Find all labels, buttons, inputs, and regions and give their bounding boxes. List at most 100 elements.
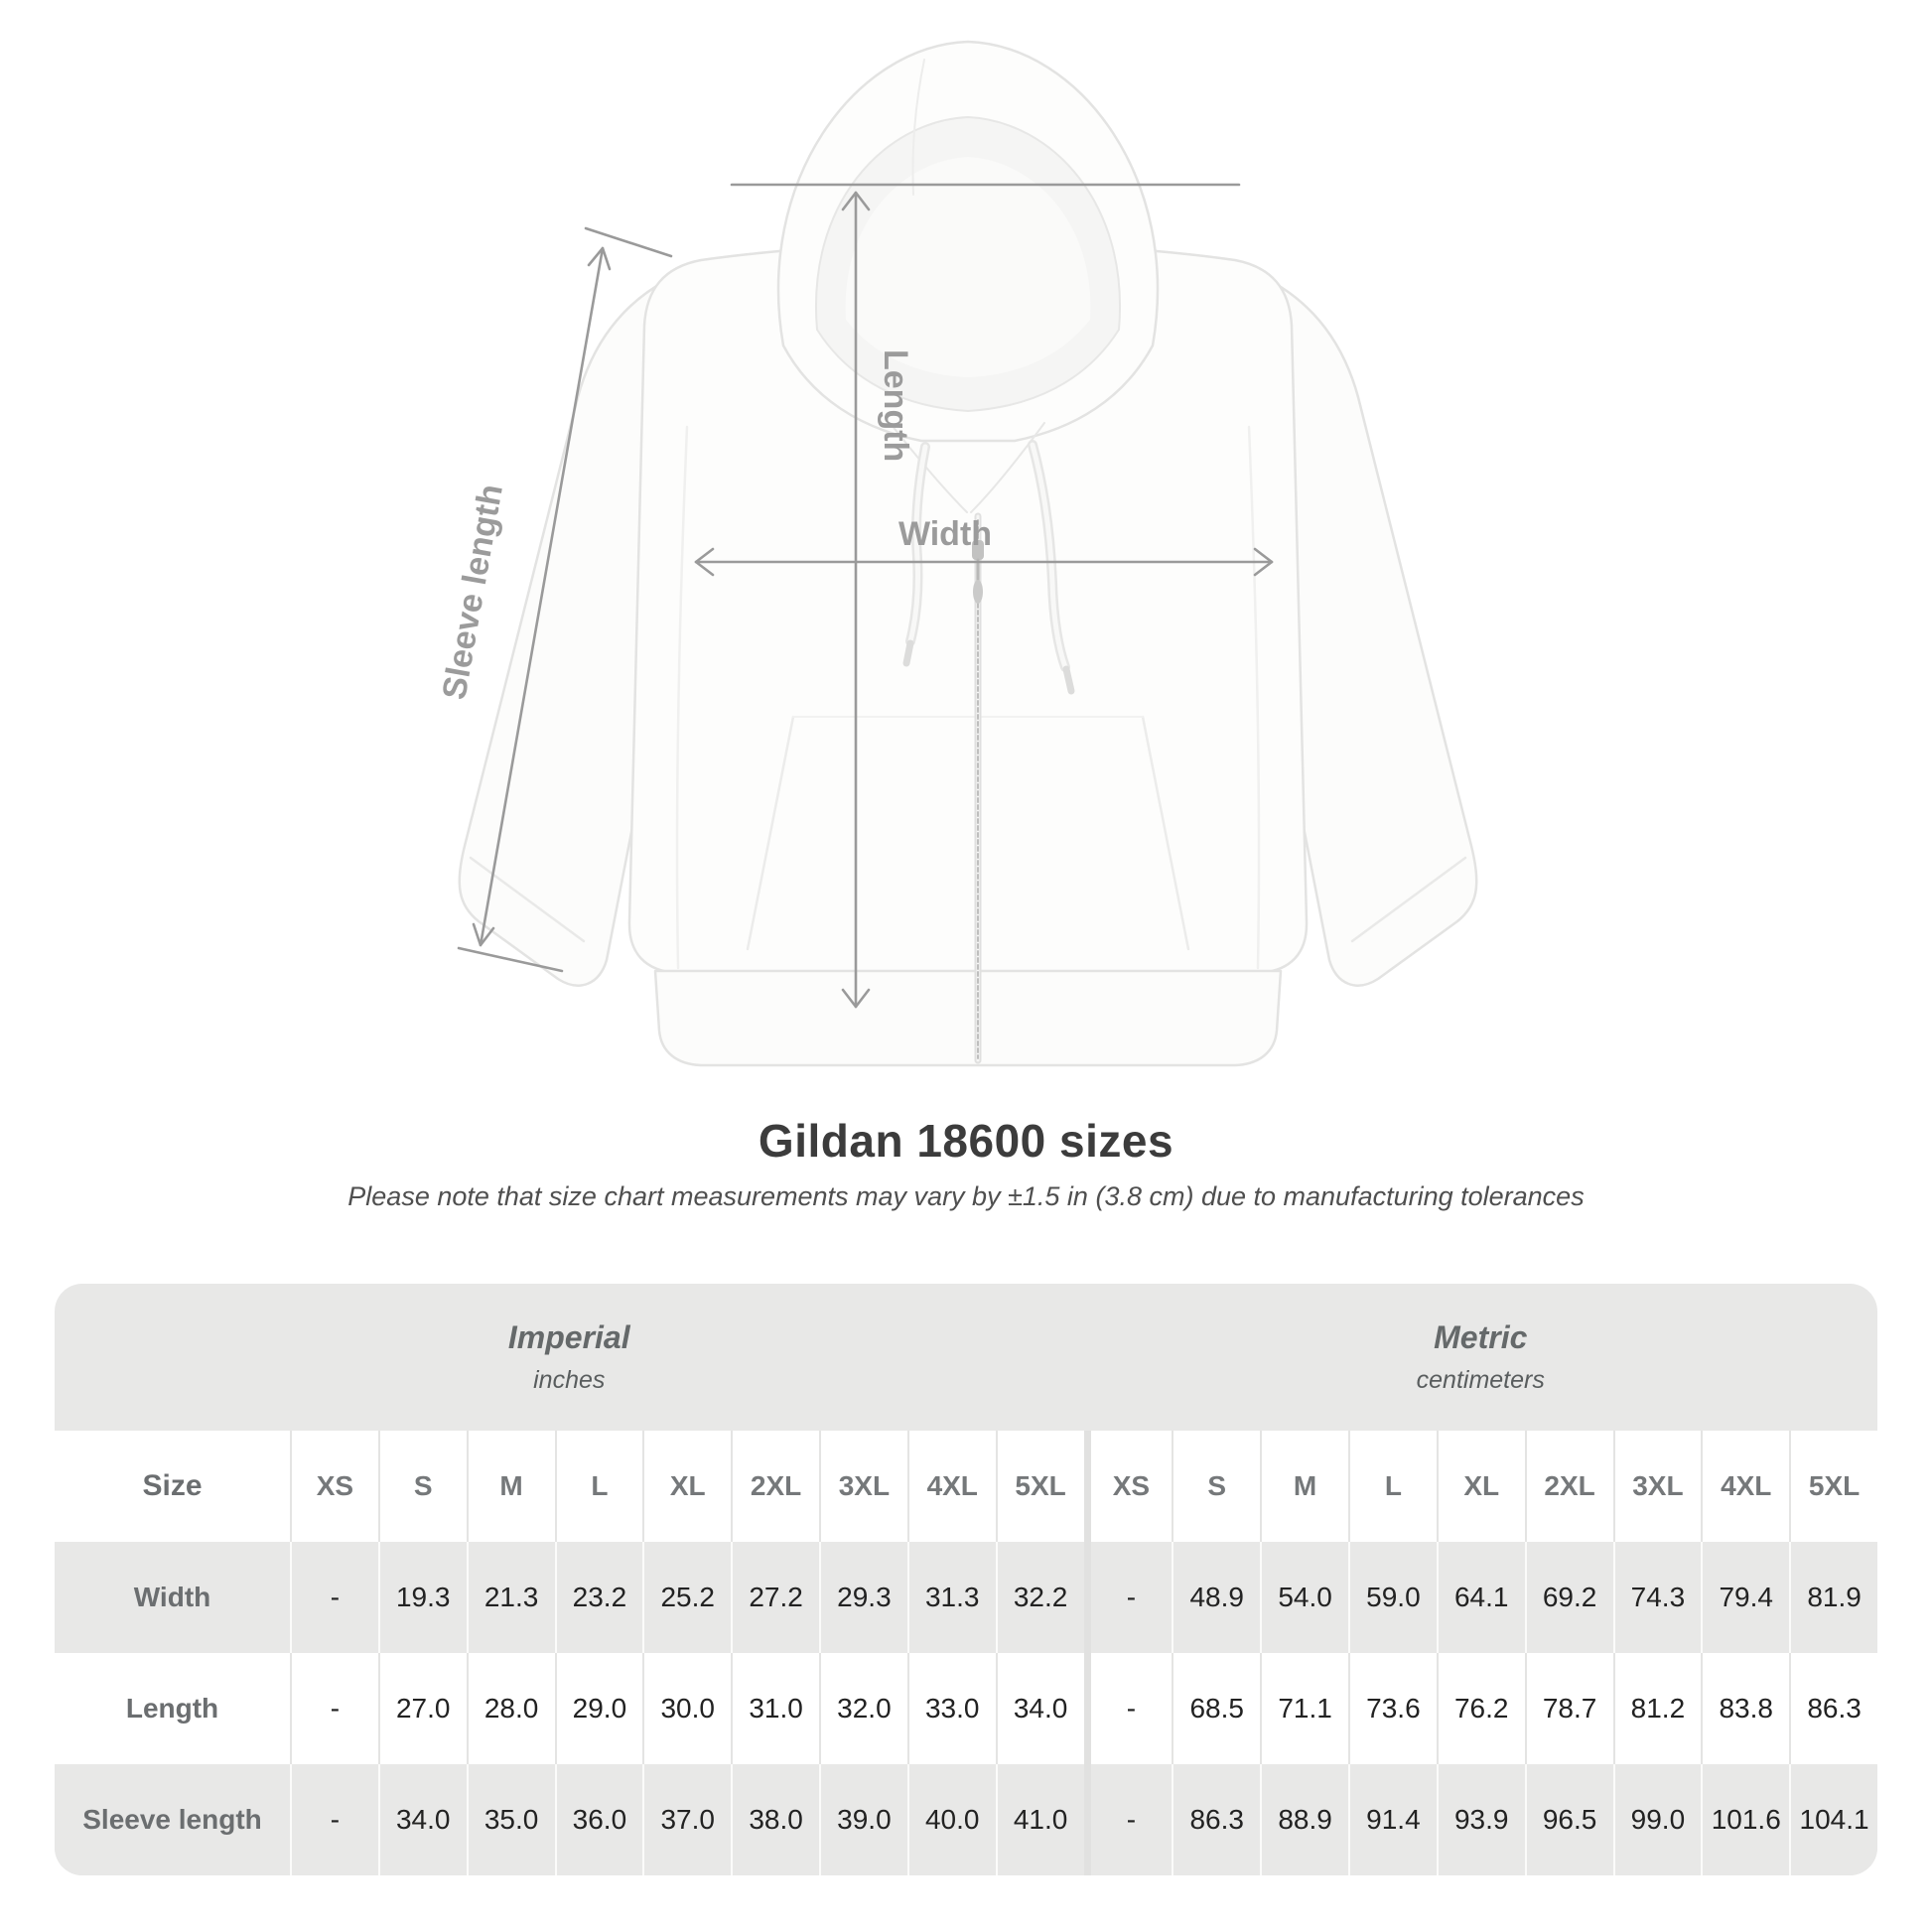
row-label-length: Length: [55, 1653, 290, 1764]
data-cell: 71.1: [1260, 1653, 1348, 1764]
data-cell: 19.3: [377, 1542, 467, 1653]
data-cell: 73.6: [1348, 1653, 1437, 1764]
size-header-cell: L: [554, 1431, 643, 1542]
size-header-cell: 3XL: [1612, 1431, 1702, 1542]
imperial-label: Imperial: [507, 1319, 630, 1355]
size-header-cell: S: [377, 1431, 467, 1542]
measurement-arrows: [457, 183, 1274, 1009]
data-cell: 93.9: [1436, 1764, 1525, 1875]
zipper-pull-tab: [973, 580, 983, 604]
data-cell: 29.3: [819, 1542, 907, 1653]
data-cell: 64.1: [1436, 1542, 1525, 1653]
data-cell: 81.2: [1612, 1653, 1702, 1764]
size-column-header: Size: [55, 1431, 290, 1542]
metric-unit-sublabel: centimeters: [1416, 1366, 1545, 1394]
page-title: Gildan 18600 sizes: [758, 1115, 1174, 1167]
size-header-cell: 4XL: [906, 1431, 996, 1542]
data-cell: 79.4: [1701, 1542, 1790, 1653]
imperial-unit-sublabel: inches: [533, 1366, 606, 1394]
width-arrow: [694, 547, 1274, 577]
data-cell: 68.5: [1172, 1653, 1261, 1764]
size-header-cell: 5XL: [1789, 1431, 1877, 1542]
right-cuff-seam: [1350, 856, 1467, 943]
length-label: Length: [877, 349, 914, 462]
imperial-unit-header: Imperial inches: [55, 1284, 1084, 1431]
drawstrings: [902, 440, 1075, 695]
collar-right-edge: [970, 422, 1045, 513]
left-aglet: [902, 639, 914, 667]
data-cell: 40.0: [906, 1764, 996, 1875]
size-header-cell: M: [466, 1431, 555, 1542]
data-cell: -: [290, 1542, 378, 1653]
left-pocket-seam: [746, 715, 795, 951]
hoodie-measurement-diagram: Length Width Sleeve length: [435, 40, 1478, 1067]
left-side-seam: [675, 425, 689, 970]
title-block: Gildan 18600 sizes Please note that size…: [0, 1114, 1932, 1212]
data-cell: 101.6: [1701, 1764, 1790, 1875]
data-cell: 69.2: [1524, 1542, 1613, 1653]
data-cell: 104.1: [1789, 1764, 1877, 1875]
data-cell: 34.0: [377, 1764, 467, 1875]
size-header-cell: 3XL: [819, 1431, 907, 1542]
data-cell: -: [1083, 1764, 1173, 1875]
row-label-sleeve-length: Sleeve length: [55, 1764, 290, 1875]
right-pocket-seam: [1141, 715, 1190, 951]
data-cell: -: [290, 1653, 378, 1764]
data-cell: 35.0: [466, 1764, 555, 1875]
size-header-cell: XL: [1436, 1431, 1525, 1542]
hoodie-illustration: [458, 40, 1478, 1067]
data-cell: 76.2: [1436, 1653, 1525, 1764]
data-cell: 32.0: [819, 1653, 907, 1764]
data-cell: 74.3: [1612, 1542, 1702, 1653]
data-cell: 34.0: [995, 1653, 1084, 1764]
size-tolerance-note: Please note that size chart measurements…: [347, 1181, 1585, 1211]
right-side-seam: [1247, 425, 1261, 970]
size-header-cell: 4XL: [1701, 1431, 1790, 1542]
data-cell: 41.0: [995, 1764, 1084, 1875]
data-cell: 83.8: [1701, 1653, 1790, 1764]
size-header-cell: XS: [1083, 1431, 1173, 1542]
data-cell: 28.0: [466, 1653, 555, 1764]
hoodie-hem-band: [653, 969, 1283, 1067]
left-cuff-seam: [469, 856, 586, 943]
data-cell: 27.2: [731, 1542, 819, 1653]
data-cell: 48.9: [1172, 1542, 1261, 1653]
data-cell: 99.0: [1612, 1764, 1702, 1875]
data-cell: 78.7: [1524, 1653, 1613, 1764]
data-cell: 96.5: [1524, 1764, 1613, 1875]
data-cell: 38.0: [731, 1764, 819, 1875]
size-header-cell: S: [1172, 1431, 1261, 1542]
hood-lining: [845, 157, 1091, 377]
data-cell: -: [1083, 1653, 1173, 1764]
hood-top-seam: [911, 59, 925, 196]
data-cell: -: [290, 1764, 378, 1875]
data-cell: 31.0: [731, 1653, 819, 1764]
size-header-cell: M: [1260, 1431, 1348, 1542]
zipper-slider: [972, 540, 984, 560]
data-cell: 59.0: [1348, 1542, 1437, 1653]
zipper: [972, 512, 984, 1064]
sleeve-top-tick: [584, 226, 673, 258]
data-cell: 86.3: [1172, 1764, 1261, 1875]
row-label-width: Width: [55, 1542, 290, 1653]
metric-unit-header: Metric centimeters: [1084, 1284, 1878, 1431]
data-cell: 54.0: [1260, 1542, 1348, 1653]
data-cell: -: [1083, 1542, 1173, 1653]
data-cell: 33.0: [906, 1653, 996, 1764]
data-cell: 86.3: [1789, 1653, 1877, 1764]
size-chart-table: Imperial inches Metric centimeters Size …: [55, 1284, 1877, 1875]
size-header-cell: XL: [642, 1431, 732, 1542]
data-cell: 39.0: [819, 1764, 907, 1875]
size-header-cell: L: [1348, 1431, 1437, 1542]
sleeve-length-label: Sleeve length: [435, 482, 509, 702]
sleeve-length-arrow: [457, 226, 673, 973]
size-header-cell: 2XL: [731, 1431, 819, 1542]
data-cell: 32.2: [995, 1542, 1084, 1653]
data-cell: 27.0: [377, 1653, 467, 1764]
data-cell: 25.2: [642, 1542, 732, 1653]
data-cell: 36.0: [554, 1764, 643, 1875]
collar-left-edge: [891, 424, 968, 513]
data-cell: 81.9: [1789, 1542, 1877, 1653]
data-cell: 31.3: [906, 1542, 996, 1653]
